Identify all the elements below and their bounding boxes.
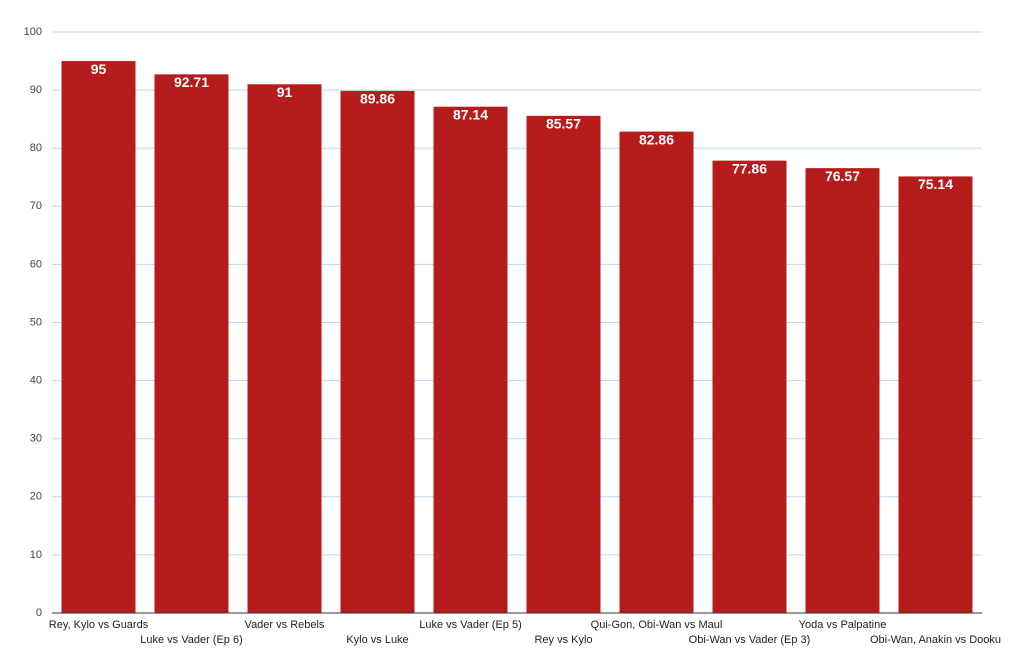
bar xyxy=(340,90,415,614)
y-tick-label: 100 xyxy=(24,26,42,38)
bar xyxy=(805,168,880,613)
data-label: 76.57 xyxy=(825,168,860,184)
data-label: 89.86 xyxy=(360,91,395,107)
data-label: 95 xyxy=(91,61,107,77)
data-label: 77.86 xyxy=(732,160,767,176)
bar xyxy=(247,84,322,614)
data-label: 82.86 xyxy=(639,131,674,147)
x-tick-label: Obi-Wan, Anakin vs Dooku xyxy=(870,634,1001,646)
y-tick-label: 0 xyxy=(36,607,42,619)
x-tick-label: Rey vs Kylo xyxy=(534,634,592,646)
data-label: 75.14 xyxy=(918,176,953,192)
x-tick-label: Qui-Gon, Obi-Wan vs Maul xyxy=(591,619,723,631)
y-tick-label: 20 xyxy=(30,491,42,503)
y-tick-label: 60 xyxy=(30,258,42,270)
y-tick-label: 70 xyxy=(30,200,42,212)
x-tick-label: Luke vs Vader (Ep 5) xyxy=(419,619,522,631)
bar xyxy=(154,74,229,613)
y-tick-label: 40 xyxy=(30,375,42,387)
bar xyxy=(433,106,508,613)
y-tick-label: 50 xyxy=(30,316,42,328)
data-label: 85.57 xyxy=(546,116,581,132)
bar xyxy=(526,115,601,613)
data-label: 87.14 xyxy=(453,106,488,122)
data-label: 92.71 xyxy=(174,74,209,90)
data-label: 91 xyxy=(277,84,293,100)
bar xyxy=(898,176,973,614)
bar xyxy=(61,61,136,614)
x-tick-label: Rey, Kylo vs Guards xyxy=(49,619,149,631)
y-tick-label: 10 xyxy=(30,549,42,561)
bar xyxy=(619,131,694,613)
x-tick-label: Yoda vs Palpatine xyxy=(799,619,887,631)
y-tick-label: 30 xyxy=(30,433,42,445)
x-tick-label: Luke vs Vader (Ep 6) xyxy=(140,634,243,646)
x-tick-label: Vader vs Rebels xyxy=(245,619,325,631)
x-tick-label: Obi-Wan vs Vader (Ep 3) xyxy=(689,634,811,646)
y-tick-label: 80 xyxy=(30,142,42,154)
y-tick-label: 90 xyxy=(30,84,42,96)
bar xyxy=(712,160,787,613)
x-tick-label: Kylo vs Luke xyxy=(346,634,408,646)
